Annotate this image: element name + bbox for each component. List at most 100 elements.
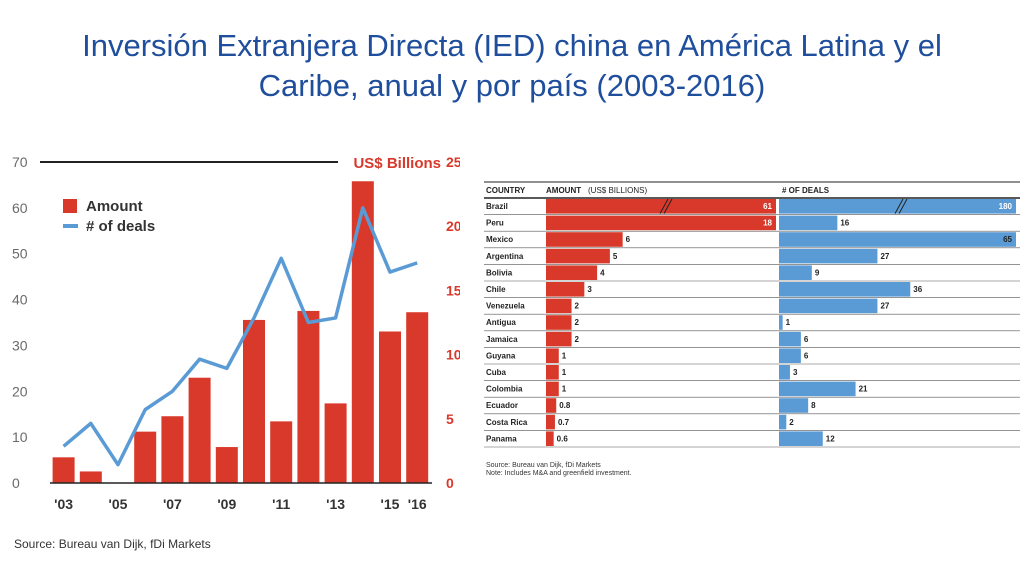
amount-bar — [546, 365, 559, 380]
deals-value-label: 12 — [826, 434, 835, 443]
country-label: Brazil — [486, 202, 508, 211]
right-axis-tick-label: 5 — [446, 411, 454, 427]
deals-value-label: 21 — [859, 385, 868, 394]
annual-combo-chart: US$ Billions 0 10 20 30 40 50 60 70 0 5 10 15 20 25 '03… — [12, 154, 460, 551]
deals-bar — [779, 199, 1016, 214]
amount-bar — [161, 416, 184, 483]
deals-bar — [779, 365, 790, 380]
x-axis-tick-label: '09 — [217, 496, 236, 512]
header-deals: # OF DEALS — [782, 186, 830, 195]
deals-line — [62, 206, 418, 467]
amount-value-label: 3 — [587, 285, 592, 294]
right-axis-tick-label: 20 — [446, 218, 460, 234]
left-axis-tick-label: 40 — [12, 292, 28, 308]
country-label: Peru — [486, 219, 504, 228]
deals-bar — [779, 348, 801, 363]
right-axis-tick-label: 25 — [446, 154, 460, 170]
amount-bar — [546, 232, 623, 247]
header-amount: AMOUNT — [546, 186, 581, 195]
amount-value-label: 1 — [562, 368, 567, 377]
amount-value-label: 6 — [626, 235, 631, 244]
amount-bar — [546, 298, 572, 314]
amount-value-label: 0.7 — [558, 418, 570, 427]
amount-bar — [546, 414, 555, 430]
deals-bar — [779, 232, 1016, 247]
amount-bar — [324, 403, 347, 483]
deals-bar — [779, 215, 838, 231]
amount-bar — [546, 381, 559, 397]
right-axis-tick-label: 0 — [446, 475, 454, 491]
deals-value-label: 6 — [804, 351, 809, 360]
slide-title-line-1: Inversión Extranjera Directa (IED) china… — [82, 28, 942, 63]
right-axis-tick-label: 15 — [446, 282, 460, 298]
deals-bar — [779, 315, 783, 330]
amount-bar — [215, 447, 238, 483]
legend-label-deals: # of deals — [86, 218, 155, 235]
amount-bar — [546, 348, 559, 363]
left-axis-tick-label: 10 — [12, 429, 28, 445]
left-axis-tick-label: 50 — [12, 246, 28, 262]
deals-bar — [779, 431, 823, 446]
deals-bar — [779, 298, 878, 314]
table-note: Note: Includes M&A and greenfield invest… — [486, 470, 632, 477]
amount-bar — [546, 199, 776, 214]
deals-value-label: 36 — [913, 285, 922, 294]
break-mark — [898, 198, 908, 214]
country-label: Chile — [486, 285, 506, 294]
country-label: Cuba — [486, 368, 507, 377]
amount-bar — [546, 215, 776, 231]
header-country: COUNTRY — [486, 186, 526, 195]
deals-value-label: 9 — [815, 268, 820, 277]
chart-source: Source: Bureau van Dijk, fDi Markets — [14, 537, 211, 551]
slide-title: Inversión Extranjera Directa (IED) china… — [0, 26, 1024, 106]
amount-bar — [79, 471, 102, 483]
deals-bar — [779, 331, 801, 347]
deals-bar — [779, 398, 809, 413]
amount-value-label: 2 — [575, 302, 580, 311]
country-label: Panama — [486, 434, 517, 443]
amount-bar — [546, 265, 598, 280]
amount-value-label: 0.8 — [559, 401, 571, 410]
deals-value-label: 65 — [1003, 235, 1012, 244]
deals-value-label: 3 — [793, 368, 798, 377]
amount-bar — [52, 457, 75, 483]
amount-value-label: 5 — [613, 252, 618, 261]
amount-value-label: 1 — [562, 385, 567, 394]
x-axis-tick-label: '13 — [326, 496, 345, 512]
deals-value-label: 8 — [811, 401, 816, 410]
deals-value-label: 1 — [786, 318, 791, 327]
amount-value-label: 4 — [600, 268, 605, 277]
amount-bar — [270, 421, 293, 483]
deals-value-label: 6 — [804, 335, 809, 344]
left-axis-tick-label: 0 — [12, 475, 20, 491]
deals-bar — [779, 381, 856, 397]
country-bar-table: COUNTRY AMOUNT (US$ BILLIONS) # OF DEALS Bra… — [484, 181, 1020, 477]
country-label: Antigua — [486, 318, 516, 327]
deals-bar — [779, 414, 787, 430]
x-axis-tick-label: '11 — [272, 496, 290, 512]
right-axis-tick-label: 10 — [446, 347, 460, 363]
left-axis-tick-label: 60 — [12, 200, 28, 216]
x-axis-tick-label: '07 — [163, 496, 182, 512]
amount-bar — [379, 331, 401, 483]
country-label: Costa Rica — [486, 418, 528, 427]
deals-value-label: 27 — [880, 252, 889, 261]
amount-bar — [546, 398, 557, 413]
country-label: Colombia — [486, 385, 523, 394]
deals-bar — [779, 265, 812, 280]
amount-bar — [351, 181, 374, 483]
amount-bar — [546, 282, 585, 297]
deals-bar — [779, 248, 878, 264]
amount-bar — [546, 331, 572, 347]
country-label: Jamaica — [486, 335, 518, 344]
left-axis-tick-label: 30 — [12, 337, 28, 353]
amount-bar — [188, 377, 211, 483]
left-axis-tick-label: 20 — [12, 383, 28, 399]
amount-value-label: 2 — [575, 318, 580, 327]
country-label: Venezuela — [486, 302, 525, 311]
x-axis-tick-label: '16 — [408, 496, 427, 512]
x-axis-tick-label: '03 — [54, 496, 73, 512]
amount-value-label: 18 — [763, 219, 772, 228]
legend-swatch-amount — [63, 199, 77, 213]
x-axis-tick-label: '15 — [381, 496, 400, 512]
